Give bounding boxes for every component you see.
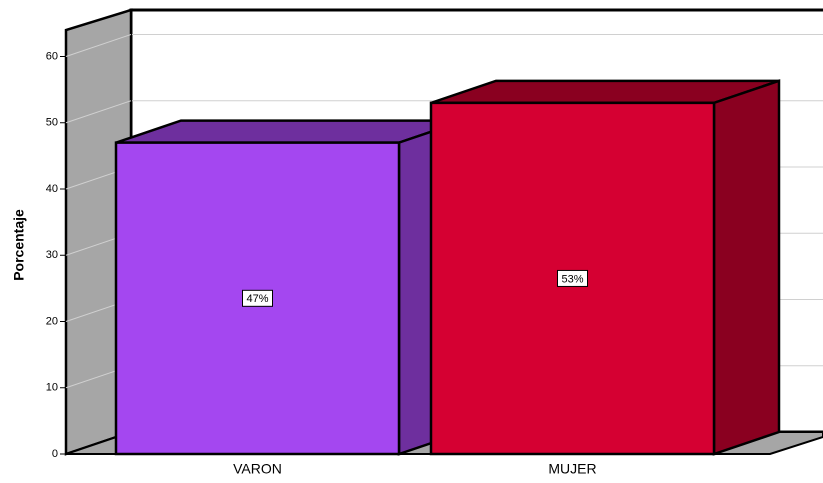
x-tick-label: MUJER: [548, 461, 596, 477]
x-tick-label: VARON: [233, 461, 282, 477]
y-tick-label: 30: [46, 249, 58, 261]
y-tick-label: 20: [46, 315, 58, 327]
y-axis-label: Porcentaje: [11, 209, 27, 281]
grid-line: [65, 34, 132, 57]
value-label-box: [242, 289, 273, 307]
value-label: 53%: [561, 273, 583, 285]
value-label: 47%: [246, 293, 268, 305]
y-tick-label: 60: [46, 50, 58, 62]
y-tick-label: 40: [46, 183, 58, 195]
y-tick-label: 0: [52, 448, 58, 460]
grid-line: [65, 100, 132, 124]
bar-side: [712, 79, 781, 456]
y-tick-label: 50: [46, 117, 58, 129]
value-label-box: [557, 269, 588, 287]
y-tick-label: 10: [46, 382, 58, 394]
